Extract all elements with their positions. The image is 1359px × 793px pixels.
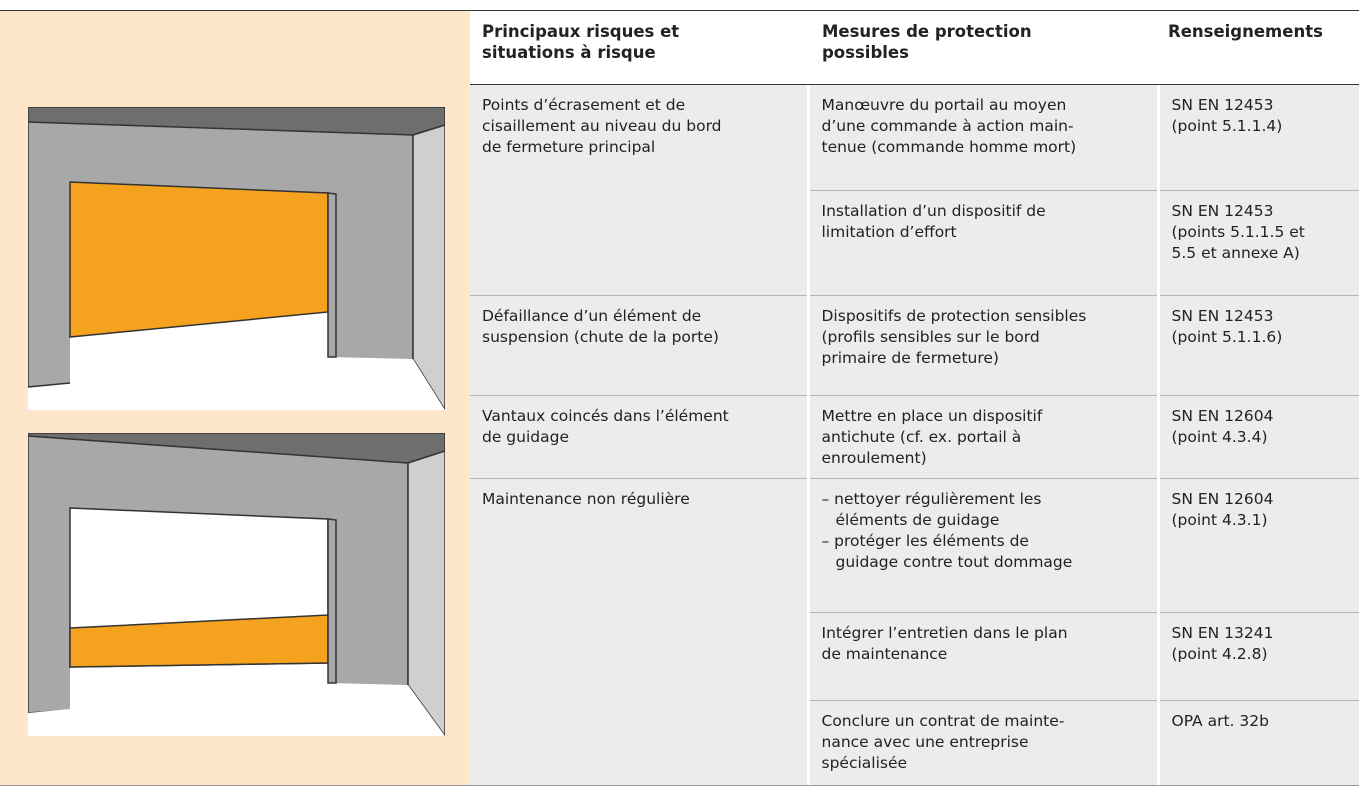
rule (0, 10, 1359, 11)
text-line: d’une commande à action main- (821, 117, 1074, 135)
text-line: – protéger les éléments de (821, 531, 1029, 550)
measure-cell: Installation d’un dispositif de limitatio… (806, 190, 1158, 296)
text-line: SN EN 12453 (1171, 96, 1274, 114)
table-row: Maintenance non régulière – nettoyer régu… (470, 478, 1359, 786)
text-line: Mesures de protection (822, 22, 1032, 41)
text-line: Vantaux coincés dans l’élément (482, 406, 729, 425)
measure-cell: Intégrer l’entretien dans le plan de main… (806, 612, 1158, 701)
text-line: SN EN 13241 (1171, 623, 1274, 642)
measure-cell: Manœuvre du portail au moyen d’une comman… (806, 85, 1158, 191)
text-line: de fermeture principal (482, 138, 656, 156)
text-line: primaire de fermeture) (821, 348, 999, 367)
text-line: cisaillement au niveau du bord (482, 117, 722, 135)
text-line: OPA art. 32b (1171, 711, 1269, 730)
reference-cell: SN EN 12604 (point 4.3.1) (1156, 478, 1359, 613)
text-line: Défaillance d’un élément de (482, 306, 702, 325)
text-line: Mettre en place un dispositif (821, 406, 1043, 425)
text-line: (point 5.1.1.6) (1171, 327, 1283, 346)
text-line: Conclure un contrat de mainte- (821, 711, 1065, 730)
measure-cell: Mettre en place un dispositif antichute (… (806, 395, 1158, 479)
column-header: Renseignements (1168, 21, 1323, 42)
table-row: Intégrer l’entretien dans le plan de main… (470, 612, 1359, 701)
text-line: spécialisée (821, 753, 908, 772)
text-line: Renseignements (1168, 22, 1323, 41)
risk-cell: Points d’écrasement et de cisaillement au… (470, 85, 808, 296)
risk-table: Points d’écrasement et de cisaillement au… (470, 85, 1359, 786)
text-line: de guidage (482, 427, 569, 446)
reference-cell: SN EN 12453 (point 5.1.1.4) (1156, 85, 1359, 191)
table-row: Installation d’un dispositif de limitatio… (470, 190, 1359, 296)
text-line: SN EN 12453 (1171, 306, 1274, 325)
text-line: possibles (822, 43, 909, 62)
measure-cell: – nettoyer régulièrement les éléments de … (806, 478, 1158, 613)
text-line: (profils sensibles sur le bord (821, 327, 1040, 346)
risk-cell: Vantaux coincés dans l’élément de guidage (470, 395, 808, 479)
column-header: Principaux risques et situations à risque (482, 21, 679, 63)
table-row: Vantaux coincés dans l’élément de guidage… (470, 395, 1359, 479)
text-line: Maintenance non régulière (482, 489, 690, 508)
text-line: situations à risque (482, 43, 656, 62)
risk-cell: Maintenance non régulière (470, 478, 808, 786)
table-row: Défaillance d’un élément de suspension (c… (470, 295, 1359, 396)
reference-cell: SN EN 13241 (point 4.2.8) (1156, 612, 1359, 701)
text-line: (points 5.1.1.5 et (1171, 222, 1305, 241)
measure-cell: Conclure un contrat de mainte-nance avec… (806, 700, 1158, 786)
text-line: SN EN 12604 (1171, 489, 1274, 508)
rule (470, 84, 1359, 85)
text-line: SN EN 12453 (1171, 201, 1274, 220)
text-line: suspension (chute de la porte) (482, 327, 719, 346)
risk-cell: Défaillance d’un élément de suspension (c… (470, 295, 808, 396)
reference-cell: SN EN 12604 (point 4.3.4) (1156, 395, 1359, 479)
text-line: guidage contre tout dommage (835, 552, 1073, 571)
reference-cell: OPA art. 32b (1156, 700, 1359, 786)
bullet-item: – protéger les éléments de guidage contre… (822, 531, 1147, 573)
text-line: de maintenance (821, 644, 948, 663)
text-line: Points d’écrasement et de (482, 96, 686, 114)
bullet-item: – nettoyer régulièrement les éléments de … (822, 489, 1147, 531)
reference-cell: SN EN 12453 (point 5.1.1.6) (1156, 295, 1359, 396)
text-line: Installation d’un dispositif de (821, 201, 1046, 220)
text-line: Dispositifs de protection sensibles (821, 306, 1087, 325)
text-line: (point 4.2.8) (1171, 644, 1268, 663)
rule (0, 785, 1359, 786)
text-line: nance avec une entreprise (821, 732, 1029, 751)
table-row: Points d’écrasement et de cisaillement au… (470, 85, 1359, 296)
measure-cell: Dispositifs de protection sensibles (prof… (806, 295, 1158, 396)
text-line: (point 4.3.4) (1171, 427, 1268, 446)
text-line: (point 5.1.1.4) (1171, 117, 1283, 135)
text-line: 5.5 et annexe A) (1171, 243, 1300, 262)
text-line: (point 4.3.1) (1171, 510, 1268, 529)
text-line: limitation d’effort (821, 222, 957, 241)
text-line: éléments de guidage (835, 510, 1000, 529)
reference-cell: SN EN 12453 (points 5.1.1.5 et 5.5 et anne… (1156, 190, 1359, 296)
illustration (28, 107, 445, 410)
text-line: enroulement) (821, 448, 927, 467)
illustration (28, 433, 445, 736)
text-line: antichute (cf. ex. portail à (821, 427, 1022, 446)
table-row: Conclure un contrat de mainte-nance avec… (470, 700, 1359, 786)
text-line: Intégrer l’entretien dans le plan (821, 623, 1068, 642)
text-line: tenue (commande homme mort) (821, 138, 1077, 156)
text-line: Manœuvre du portail au moyen (821, 96, 1067, 114)
text-line: Principaux risques et (482, 22, 680, 41)
column-header: Mesures de protection possibles (822, 21, 1032, 63)
text-line: – nettoyer régulièrement les (821, 489, 1042, 508)
text-line: SN EN 12604 (1171, 406, 1274, 425)
